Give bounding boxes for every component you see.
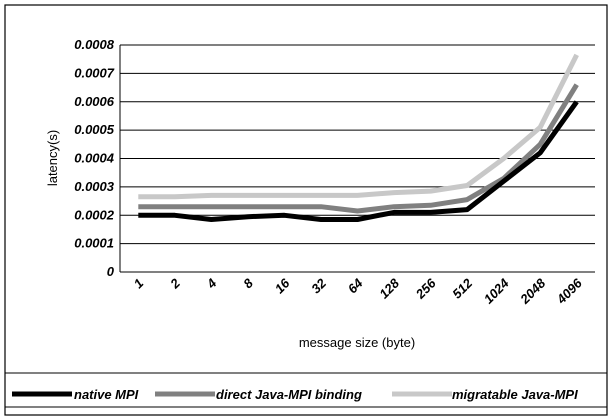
y-tick-label: 0.0005 (74, 122, 115, 137)
y-axis-label: latency(s) (45, 130, 60, 186)
y-tick-labels: 0 0.0001 0.0002 0.0003 0.0004 0.0005 0.0006 0.0… (74, 37, 115, 279)
legend-label-2: migratable Java-MPI (452, 387, 578, 402)
y-tick-label: 0.0004 (74, 151, 115, 166)
series-lines (138, 53, 579, 222)
legend-label-0: native MPI (74, 387, 139, 402)
y-tick-label: 0.0006 (74, 94, 115, 109)
y-tick-label: 0.0003 (74, 179, 115, 194)
x-axis-label: message size (byte) (299, 335, 415, 350)
y-tick-label: 0.0001 (74, 236, 114, 251)
y-tick-label: 0.0007 (74, 65, 115, 80)
series-line-0 (138, 100, 579, 222)
grid-lines (119, 44, 595, 273)
legend-label-1: direct Java-MPI binding (216, 387, 362, 402)
legend: native MPI direct Java-MPI binding migrata… (12, 387, 578, 402)
y-tick-label: 0 (107, 264, 115, 279)
y-tick-label: 0.0002 (74, 207, 115, 222)
y-tick-label: 0.0008 (74, 37, 115, 52)
series-line-2 (138, 53, 579, 200)
